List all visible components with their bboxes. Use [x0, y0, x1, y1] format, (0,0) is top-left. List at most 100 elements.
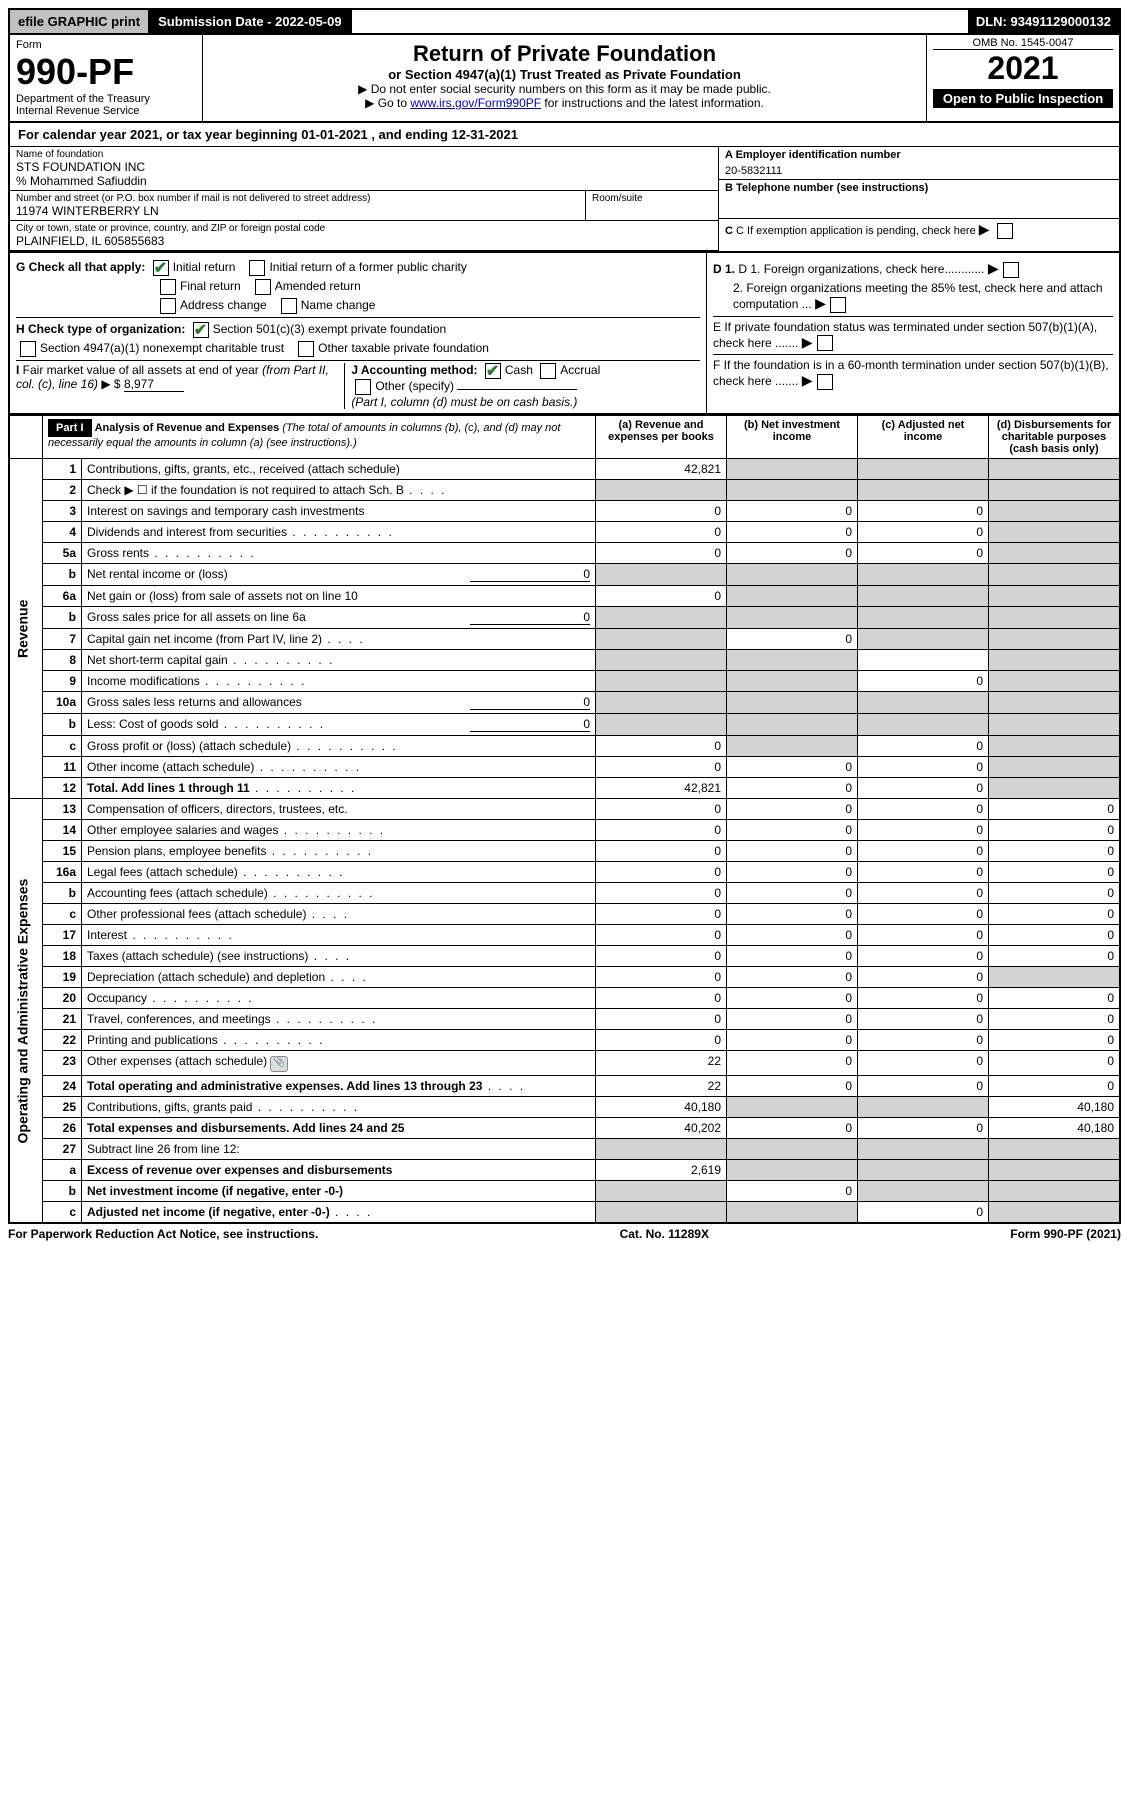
line-number: c — [43, 904, 82, 925]
line-description: Taxes (attach schedule) (see instruction… — [82, 946, 596, 967]
omb-number: OMB No. 1545-0047 — [933, 37, 1113, 50]
checkbox-d2[interactable] — [830, 297, 846, 313]
attachment-icon[interactable]: 📎 — [270, 1056, 288, 1072]
line-description: Pension plans, employee benefits — [82, 841, 596, 862]
amount-cell: 0 — [596, 967, 727, 988]
amount-cell: 0 — [858, 862, 989, 883]
checkbox-amended-return[interactable] — [255, 279, 271, 295]
amount-cell: 0 — [989, 862, 1121, 883]
amount-cell — [989, 586, 1121, 607]
amount-cell: 0 — [596, 841, 727, 862]
amount-cell: 0 — [989, 820, 1121, 841]
checkbox-cash[interactable] — [485, 363, 501, 379]
page-footer: For Paperwork Reduction Act Notice, see … — [8, 1224, 1121, 1244]
table-row: 24Total operating and administrative exp… — [9, 1076, 1120, 1097]
amount-cell — [858, 459, 989, 480]
entity-block: Name of foundation STS FOUNDATION INC % … — [8, 146, 1121, 253]
checkbox-name-change[interactable] — [281, 298, 297, 314]
amount-cell: 40,180 — [989, 1097, 1121, 1118]
table-row: bGross sales price for all assets on lin… — [9, 607, 1120, 629]
top-bar: efile GRAPHIC print Submission Date - 20… — [8, 8, 1121, 35]
line-description: Other professional fees (attach schedule… — [82, 904, 596, 925]
table-row: 16aLegal fees (attach schedule)0000 — [9, 862, 1120, 883]
line-description: Travel, conferences, and meetings — [82, 1009, 596, 1030]
amount-cell — [989, 650, 1121, 671]
checkbox-other-method[interactable] — [355, 379, 371, 395]
checkbox-other-taxable[interactable] — [298, 341, 314, 357]
amount-cell: 0 — [727, 1009, 858, 1030]
table-row: Operating and Administrative Expenses13C… — [9, 799, 1120, 820]
amount-cell: 0 — [727, 1076, 858, 1097]
amount-cell: 0 — [989, 1030, 1121, 1051]
amount-cell: 40,180 — [596, 1097, 727, 1118]
part1-table: Part I Analysis of Revenue and Expenses … — [8, 415, 1121, 1224]
table-row: 19Depreciation (attach schedule) and dep… — [9, 967, 1120, 988]
amount-cell: 0 — [858, 820, 989, 841]
amount-cell: 0 — [727, 1118, 858, 1139]
amount-cell: 0 — [989, 946, 1121, 967]
line-number: 21 — [43, 1009, 82, 1030]
checkbox-initial-return[interactable] — [153, 260, 169, 276]
amount-cell: 0 — [989, 799, 1121, 820]
line-description: Gross sales less returns and allowances0 — [82, 692, 596, 714]
table-row: 4Dividends and interest from securities0… — [9, 522, 1120, 543]
checkbox-501c3[interactable] — [193, 322, 209, 338]
checkbox-address-change[interactable] — [160, 298, 176, 314]
table-row: aExcess of revenue over expenses and dis… — [9, 1160, 1120, 1181]
cash-basis-note: (Part I, column (d) must be on cash basi… — [351, 395, 577, 409]
checkbox-d1[interactable] — [1003, 262, 1019, 278]
amount-cell: 0 — [596, 757, 727, 778]
line-description: Income modifications — [82, 671, 596, 692]
col-c-header: (c) Adjusted net income — [858, 416, 989, 459]
line-description: Capital gain net income (from Part IV, l… — [82, 629, 596, 650]
line-number: c — [43, 736, 82, 757]
table-row: 8Net short-term capital gain — [9, 650, 1120, 671]
line-number: a — [43, 1160, 82, 1181]
amount-cell: 0 — [596, 736, 727, 757]
amount-cell — [596, 1202, 727, 1224]
checkbox-f[interactable] — [817, 374, 833, 390]
table-row: bAccounting fees (attach schedule)0000 — [9, 883, 1120, 904]
checkbox-4947a1[interactable] — [20, 341, 36, 357]
checkbox-c[interactable] — [997, 223, 1013, 239]
amount-cell — [596, 629, 727, 650]
amount-cell: 0 — [727, 1181, 858, 1202]
table-row: 15Pension plans, employee benefits0000 — [9, 841, 1120, 862]
part1-title: Analysis of Revenue and Expenses — [95, 422, 280, 434]
h-line: H Check type of organization: Section 50… — [16, 317, 700, 338]
tax-year: 2021 — [933, 50, 1113, 87]
checkbox-initial-former[interactable] — [249, 260, 265, 276]
amount-cell: 40,180 — [989, 1118, 1121, 1139]
table-row: 23Other expenses (attach schedule) 📎2200… — [9, 1051, 1120, 1076]
line-number: 23 — [43, 1051, 82, 1076]
table-row: 5aGross rents000 — [9, 543, 1120, 564]
dln: DLN: 93491129000132 — [968, 10, 1119, 33]
open-public-badge: Open to Public Inspection — [933, 89, 1113, 108]
form-link[interactable]: www.irs.gov/Form990PF — [410, 96, 541, 110]
amount-cell: 0 — [727, 757, 858, 778]
amount-cell: 0 — [858, 883, 989, 904]
amount-cell — [727, 692, 858, 714]
amount-cell: 0 — [989, 1076, 1121, 1097]
line-description: Subtract line 26 from line 12: — [82, 1139, 596, 1160]
line-description: Excess of revenue over expenses and disb… — [82, 1160, 596, 1181]
amount-cell — [989, 501, 1121, 522]
table-row: 11Other income (attach schedule)000 — [9, 757, 1120, 778]
line-number: 26 — [43, 1118, 82, 1139]
line-description: Interest on savings and temporary cash i… — [82, 501, 596, 522]
amount-cell — [596, 650, 727, 671]
amount-cell: 0 — [727, 799, 858, 820]
amount-cell: 0 — [989, 988, 1121, 1009]
amount-cell: 0 — [989, 904, 1121, 925]
table-row: bNet investment income (if negative, ent… — [9, 1181, 1120, 1202]
table-row: 17Interest0000 — [9, 925, 1120, 946]
form-word: Form — [16, 39, 196, 51]
amount-cell: 0 — [727, 543, 858, 564]
checkbox-accrual[interactable] — [540, 363, 556, 379]
checkbox-final-return[interactable] — [160, 279, 176, 295]
d1-label: D 1. Foreign organizations, check here..… — [738, 262, 984, 276]
checkbox-e[interactable] — [817, 335, 833, 351]
line-number: 19 — [43, 967, 82, 988]
amount-cell: 0 — [858, 1051, 989, 1076]
amount-cell: 0 — [858, 946, 989, 967]
